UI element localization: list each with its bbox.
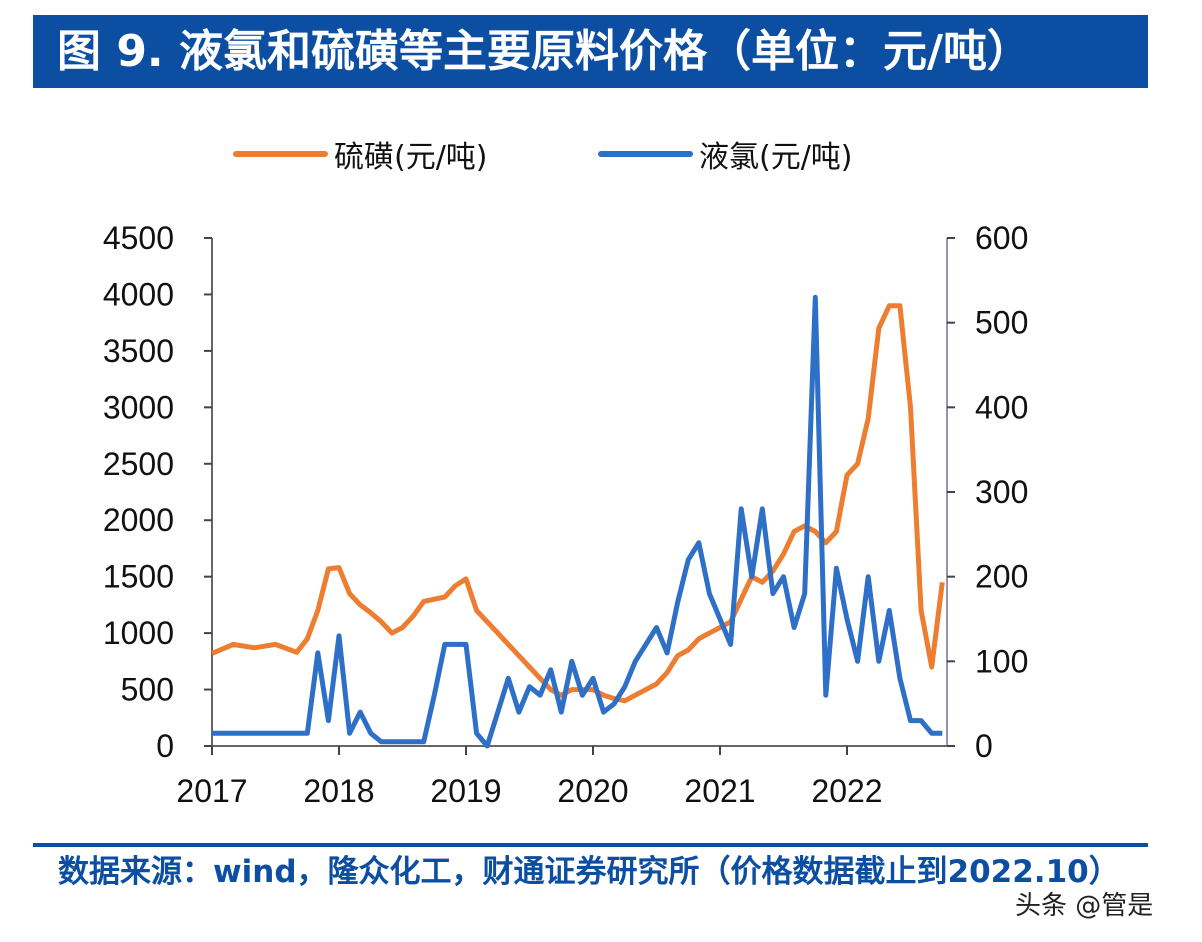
left-tick-label: 2500 xyxy=(103,446,174,482)
left-tick-label: 4000 xyxy=(103,276,174,312)
source-note: 数据来源：wind，隆众化工，财通证券研究所（价格数据截止到2022.10） xyxy=(58,854,1120,890)
x-tick-label: 2021 xyxy=(684,773,755,809)
left-tick-label: 3500 xyxy=(103,333,174,369)
legend-label-chlorine: 液氯(元/吨) xyxy=(699,140,853,175)
watermark: 头条 @管是 xyxy=(1015,891,1154,921)
left-tick-label: 3000 xyxy=(103,389,174,425)
left-tick-label: 2000 xyxy=(103,502,174,538)
x-tick-label: 2017 xyxy=(176,773,247,809)
x-tick-label: 2020 xyxy=(557,773,628,809)
right-tick-label: 100 xyxy=(975,643,1028,679)
legend-item-chlorine: 液氯(元/吨) xyxy=(598,132,853,176)
line-chart: 0 500 1000 1500 2000 2500 3000 3500 4000 4500 0 100… xyxy=(103,220,1029,809)
chart-legend: 硫磺(元/吨) 液氯(元/吨) xyxy=(0,132,1202,182)
right-tick-label: 500 xyxy=(975,305,1028,341)
right-tick-label: 300 xyxy=(975,474,1028,510)
left-tick-label: 1000 xyxy=(103,615,174,651)
left-tick-label: 500 xyxy=(121,672,174,708)
left-tick-label: 4500 xyxy=(103,220,174,256)
right-tick-label: 0 xyxy=(975,728,993,764)
legend-swatch-sulfur xyxy=(233,151,328,157)
left-tick-label: 0 xyxy=(156,728,174,764)
left-tick-label: 1500 xyxy=(103,559,174,595)
figure-title: 图 9. 液氯和硫磺等主要原料价格（单位：元/吨） xyxy=(33,15,1148,88)
x-tick-label: 2022 xyxy=(811,773,882,809)
legend-swatch-chlorine xyxy=(598,151,693,157)
footer-divider xyxy=(33,843,1148,847)
legend-label-sulfur: 硫磺(元/吨) xyxy=(334,140,488,175)
right-tick-label: 400 xyxy=(975,389,1028,425)
right-tick-label: 600 xyxy=(975,220,1028,256)
right-tick-label: 200 xyxy=(975,559,1028,595)
legend-item-sulfur: 硫磺(元/吨) xyxy=(233,132,488,176)
liquid-chlorine-price-line xyxy=(212,294,943,749)
x-tick-label: 2018 xyxy=(303,773,374,809)
x-tick-label: 2019 xyxy=(430,773,501,809)
